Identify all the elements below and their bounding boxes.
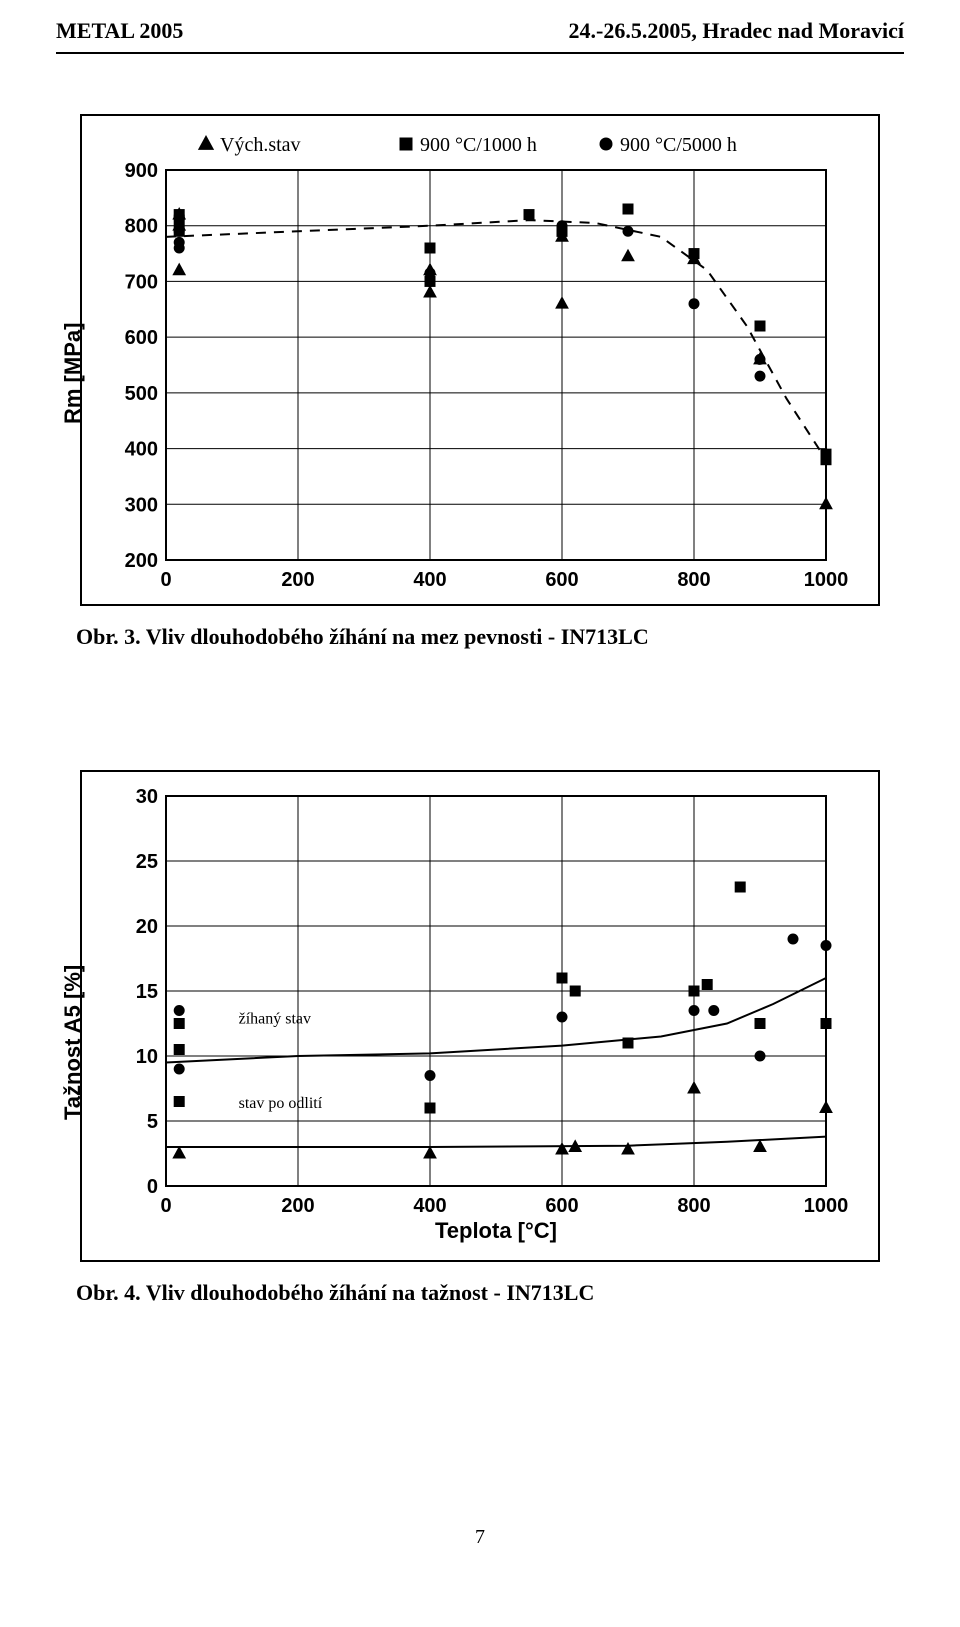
svg-text:10: 10 [136,1046,158,1068]
chart-1: Rm [MPa] 0200400600800100020030040050060… [80,114,880,606]
svg-text:800: 800 [677,569,710,591]
svg-text:700: 700 [125,271,158,293]
svg-text:400: 400 [413,569,446,591]
svg-text:1000: 1000 [804,1195,849,1217]
chart2-frame: 0 200 400 600 800 1000 0 5 10 15 20 25 30 žíhaný stav… [80,770,880,1262]
page: METAL 2005 24.-26.5.2005, Hradec nad Mor… [0,0,960,1569]
svg-text:900 °C/1000 h: 900 °C/1000 h [420,134,537,156]
svg-text:1000: 1000 [804,569,849,591]
page-number: 7 [0,1526,960,1569]
header-left: METAL 2005 [56,18,183,44]
svg-text:5: 5 [147,1111,158,1133]
svg-text:600: 600 [125,327,158,349]
svg-text:800: 800 [677,1195,710,1217]
svg-text:600: 600 [545,1195,578,1217]
svg-text:30: 30 [136,786,158,808]
svg-text:stav po odlití: stav po odlití [239,1095,323,1112]
svg-text:200: 200 [125,550,158,572]
svg-text:200: 200 [281,1195,314,1217]
chart2-svg: 0 200 400 600 800 1000 0 5 10 15 20 25 30 žíhaný stav… [96,782,856,1252]
svg-text:400: 400 [125,439,158,461]
svg-text:žíhaný stav: žíhaný stav [239,1011,311,1028]
chart2-ylabel: Tažnost A5 [%] [60,965,86,1120]
svg-text:400: 400 [413,1195,446,1217]
header-rule [56,52,904,54]
svg-text:0: 0 [160,569,171,591]
svg-text:500: 500 [125,383,158,405]
svg-text:900 °C/5000 h: 900 °C/5000 h [620,134,737,156]
chart1-frame: 0200400600800100020030040050060070080090… [80,114,880,606]
svg-text:300: 300 [125,494,158,516]
header-right: 24.-26.5.2005, Hradec nad Moravicí [569,18,904,44]
svg-text:25: 25 [136,851,158,873]
svg-text:800: 800 [125,216,158,238]
chart-2: Tažnost A5 [%] 0200400600800100005101520… [80,770,880,1262]
page-header: METAL 2005 24.-26.5.2005, Hradec nad Mor… [0,0,960,48]
svg-text:600: 600 [545,569,578,591]
chart1-svg: 0200400600800100020030040050060070080090… [96,126,856,596]
svg-text:Teplota [°C]: Teplota [°C] [435,1218,557,1243]
svg-text:Teplota [°C]: Teplota [°C] [435,592,557,596]
svg-text:900: 900 [125,160,158,182]
svg-text:0: 0 [147,1176,158,1198]
svg-text:15: 15 [136,981,158,1003]
svg-text:Vých.stav: Vých.stav [220,134,301,156]
chart1-ylabel: Rm [MPa] [60,323,86,424]
caption-1: Obr. 3. Vliv dlouhodobého žíhání na mez … [76,624,960,650]
caption-2: Obr. 4. Vliv dlouhodobého žíhání na tažn… [76,1280,960,1306]
svg-text:200: 200 [281,569,314,591]
svg-text:20: 20 [136,916,158,938]
svg-text:0: 0 [160,1195,171,1217]
